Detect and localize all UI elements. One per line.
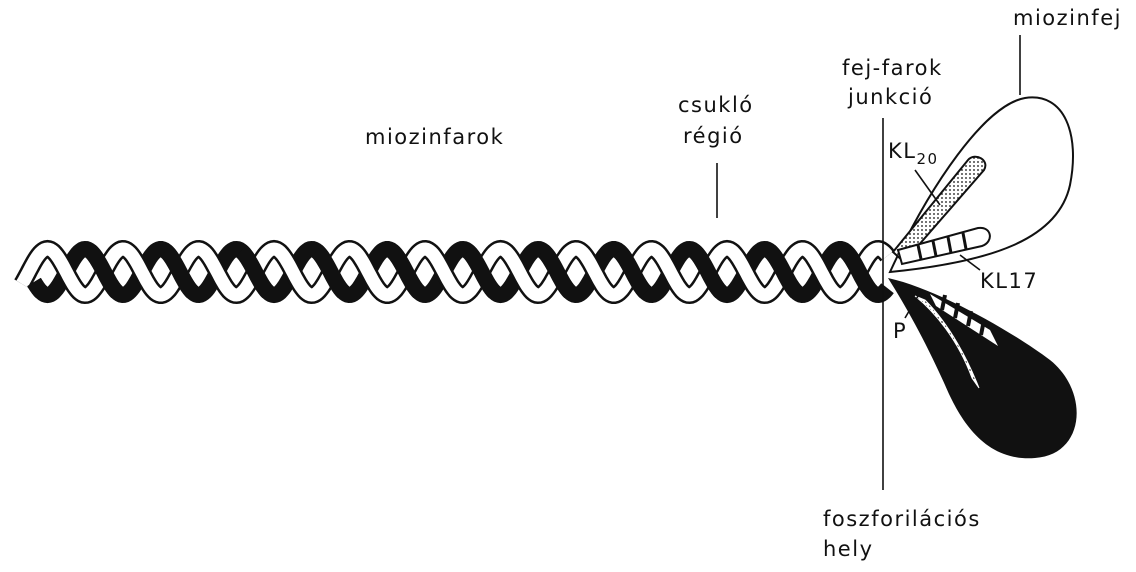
- upper-head-outline: [888, 96, 1074, 274]
- dark-strand-crossing: [311, 244, 350, 298]
- dark-strand-crossing: [160, 244, 199, 298]
- label-hinge-1: csukló: [678, 93, 754, 117]
- dark-strand-crossing: [386, 244, 425, 298]
- label-head: miozinfej: [1013, 6, 1122, 30]
- dark-strand-crossing: [537, 244, 576, 298]
- coiled-coil-tail: [14, 239, 895, 305]
- label-junction-2: junkció: [847, 85, 933, 109]
- kl20-light-chain: [891, 155, 987, 264]
- dark-strand-crossing: [84, 244, 123, 298]
- dark-strand-crossing: [688, 244, 727, 298]
- dark-strand-crossing: [613, 244, 652, 298]
- dark-strand-crossing: [235, 244, 274, 298]
- label-kl20: KL20: [888, 139, 939, 168]
- dark-strand-front: [27, 244, 878, 298]
- label-p: P: [893, 319, 907, 343]
- lower-head-body: [888, 278, 1077, 459]
- label-hinge-2: régió: [683, 124, 744, 148]
- label-kl20-main: KL: [888, 139, 916, 163]
- label-kl20-sub: 20: [916, 150, 938, 168]
- kl17-segments: [916, 232, 968, 260]
- label-junction-1: fej-farok: [842, 56, 943, 80]
- kl17-leader-line: [959, 254, 981, 271]
- dark-strand-crossing: [764, 244, 803, 298]
- white-strand: [16, 242, 893, 302]
- dark-strand-crossing: [462, 244, 501, 298]
- lower-dotted-light-chain: [914, 295, 980, 389]
- dark-strand-crossing: [27, 277, 48, 298]
- label-tail: miozinfarok: [365, 125, 504, 149]
- p-leader-line: [904, 295, 919, 319]
- label-phospho-1: foszforilációs: [823, 507, 981, 531]
- lower-chain-segments: [940, 294, 986, 336]
- dark-strand-crossing: [839, 244, 878, 298]
- lower-myosin-head: [888, 278, 1077, 459]
- label-kl17: KL17: [980, 269, 1038, 293]
- kl20-leader-line: [914, 169, 941, 206]
- label-phospho-2: hely: [823, 537, 874, 561]
- upper-myosin-head: [888, 96, 1074, 274]
